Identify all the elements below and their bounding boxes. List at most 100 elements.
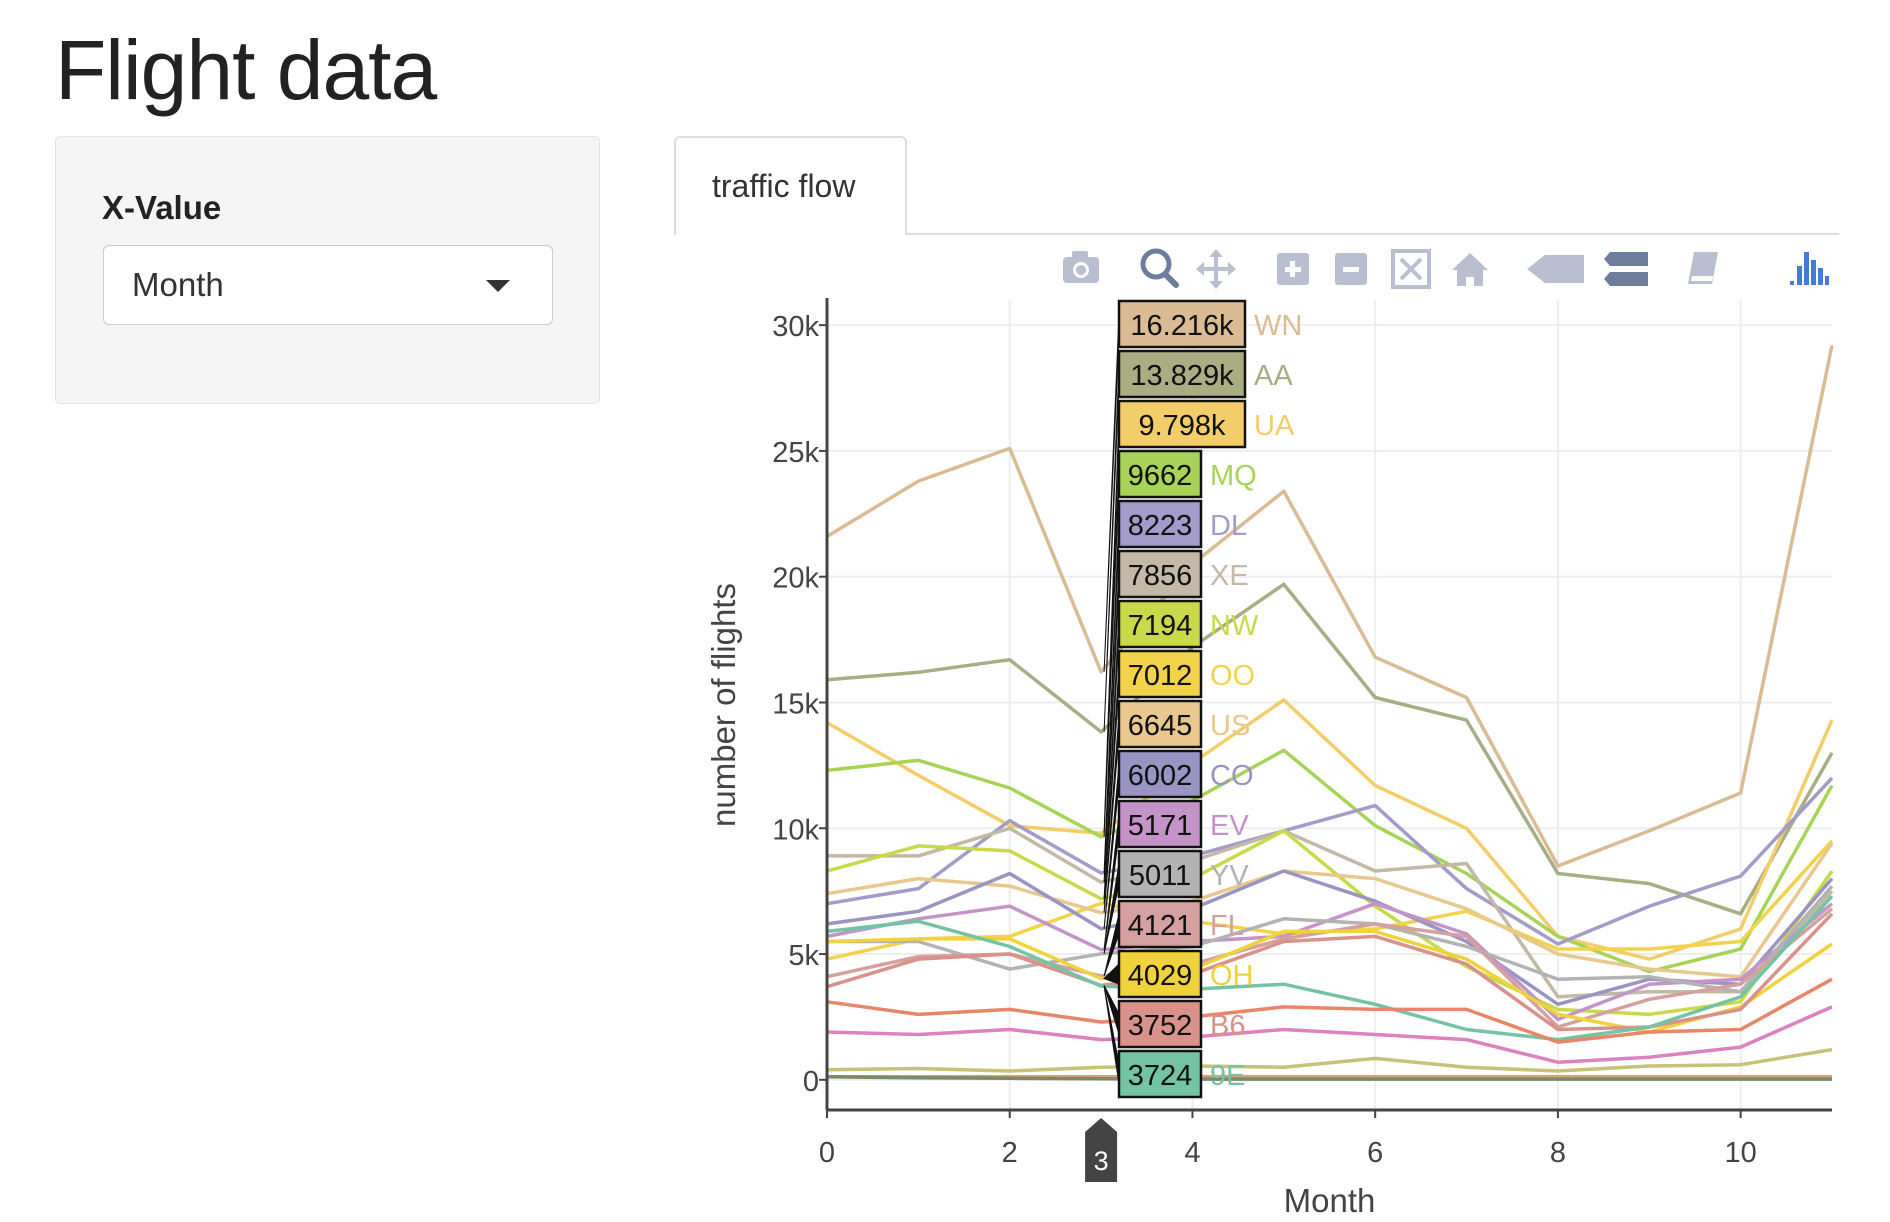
- hover-box-us: [1117, 699, 1203, 749]
- plotly-logo-icon[interactable]: [1790, 252, 1829, 285]
- x-tick-label: 6: [1367, 1137, 1383, 1169]
- y-tick-label: 30k: [772, 311, 819, 343]
- hover-series-name: UA: [1254, 410, 1295, 442]
- hover-value: 6002: [1128, 760, 1193, 792]
- x-value-select[interactable]: Month: [103, 245, 553, 325]
- y-axis-title: number of flights: [705, 583, 742, 827]
- x-value-label: X-Value: [102, 189, 222, 226]
- modebar: [1063, 248, 1829, 289]
- pan-icon[interactable]: [1196, 249, 1236, 289]
- x-hover-marker: [1085, 1118, 1118, 1182]
- hover-box-wn: [1117, 299, 1247, 349]
- series-line-unlabeled-17: [826, 1005, 1833, 1064]
- series-line-unlabeled-16: [826, 977, 1833, 1044]
- y-tick-label: 20k: [772, 563, 819, 595]
- series-line-us: [826, 842, 1834, 979]
- hover-value: 5011: [1129, 860, 1191, 892]
- y-tick-label: 25k: [772, 437, 819, 469]
- series-line-ua: [826, 698, 1834, 961]
- hover-value: 5171: [1128, 810, 1193, 842]
- camera-icon[interactable]: [1063, 251, 1099, 283]
- hover-series-name: WN: [1254, 310, 1302, 342]
- hover-value: 9662: [1128, 460, 1193, 492]
- hover-value: 6645: [1128, 710, 1193, 742]
- x-tick-label: 8: [1550, 1137, 1566, 1169]
- hover-value: 7194: [1128, 610, 1193, 642]
- y-tick-label: 10k: [772, 814, 819, 846]
- hover-box-9e: [1117, 1049, 1203, 1099]
- chart-axes: 0 5k 10k 15k 20k 25k 30k 0 2 4 6 8 10 Month number of …: [705, 298, 1832, 1219]
- x-value-selected: Month: [132, 266, 224, 303]
- hover-value: 13.829k: [1130, 360, 1234, 392]
- hover-series-name: YV: [1210, 860, 1249, 892]
- hover-series-name: NW: [1210, 610, 1259, 642]
- x-tick-label: 10: [1725, 1137, 1757, 1169]
- series-line-unlabeled-18: [826, 1047, 1833, 1073]
- hover-value: 9.798k: [1138, 410, 1226, 442]
- series-line-b6: [826, 912, 1834, 1032]
- hover-box-dl: [1117, 499, 1203, 549]
- chart-grid: [826, 300, 1832, 1110]
- hover-compare-icon[interactable]: [1604, 252, 1648, 286]
- series-line-oh: [826, 929, 1833, 1034]
- hover-box-b6: [1117, 999, 1203, 1049]
- hover-box-aa: [1117, 349, 1247, 399]
- hover-series-name: CO: [1210, 760, 1254, 792]
- x-axis-title: Month: [1284, 1182, 1376, 1219]
- hover-series-name: FL: [1210, 910, 1244, 942]
- series-line-unlabeled-20: [826, 1075, 1832, 1081]
- y-tick-label: 0: [803, 1066, 819, 1098]
- hover-box-mq: [1117, 449, 1203, 499]
- y-tick-label: 5k: [788, 940, 819, 972]
- autoscale-icon[interactable]: [1391, 249, 1431, 289]
- series-line-9e: [826, 895, 1834, 1042]
- page-title: Flight data: [55, 23, 437, 117]
- series-lines: [826, 344, 1834, 1081]
- hover-box-xe: [1117, 549, 1203, 599]
- zoom-icon[interactable]: [1140, 248, 1179, 288]
- hover-series-name: OO: [1210, 660, 1255, 692]
- series-line-wn: [826, 344, 1834, 868]
- x-tick-label: 4: [1184, 1137, 1200, 1169]
- series-line-mq: [826, 748, 1834, 974]
- hover-series-name: DL: [1210, 510, 1247, 542]
- hover-value: 3752: [1128, 1010, 1193, 1042]
- series-line-yv: [827, 884, 1834, 994]
- hover-value: 3724: [1128, 1060, 1193, 1092]
- hover-series-name: OH: [1210, 960, 1254, 992]
- zoom-out-icon[interactable]: [1335, 253, 1367, 285]
- hover-box-oo: [1117, 649, 1203, 699]
- hover-value: 16.216k: [1130, 310, 1234, 342]
- hover-series-name: MQ: [1210, 460, 1257, 492]
- series-line-nw: [826, 829, 1834, 1017]
- hover-labels: 16.216k WN 13.829k AA 9.798k UA 9662 MQ 8223 DL 78…: [1085, 299, 1302, 1182]
- x-tick-label: 2: [1002, 1137, 1018, 1169]
- home-icon[interactable]: [1452, 253, 1488, 286]
- hover-value: 7012: [1128, 660, 1193, 692]
- sidebar-panel: X-Value Month: [55, 136, 600, 404]
- hover-value: 8223: [1128, 510, 1193, 542]
- hover-series-name: XE: [1210, 560, 1249, 592]
- tab-traffic-flow[interactable]: traffic flow: [674, 136, 907, 235]
- series-line-oo: [826, 839, 1834, 961]
- hover-box-oh: [1117, 949, 1203, 999]
- spikelines-icon[interactable]: [1688, 252, 1718, 284]
- hover-series-name: EV: [1210, 810, 1249, 842]
- x-tick-label: 0: [819, 1137, 835, 1169]
- tab-divider: [674, 233, 1839, 235]
- hover-series-name: 9E: [1210, 1060, 1245, 1092]
- hover-value: 4121: [1128, 910, 1193, 942]
- x-hover-label: 3: [1094, 1146, 1109, 1176]
- hover-value: 4029: [1128, 960, 1193, 992]
- hover-box-co: [1117, 749, 1203, 799]
- hover-closest-icon[interactable]: [1527, 255, 1584, 283]
- series-line-xe: [827, 826, 1834, 999]
- zoom-in-icon[interactable]: [1277, 253, 1309, 285]
- hover-series-name: AA: [1254, 360, 1293, 392]
- hover-box-fl: [1117, 899, 1203, 949]
- chevron-down-icon: [486, 280, 510, 292]
- hover-box-ev: [1117, 799, 1203, 849]
- hover-series-name: B6: [1210, 1010, 1245, 1042]
- hover-value: 7856: [1128, 560, 1193, 592]
